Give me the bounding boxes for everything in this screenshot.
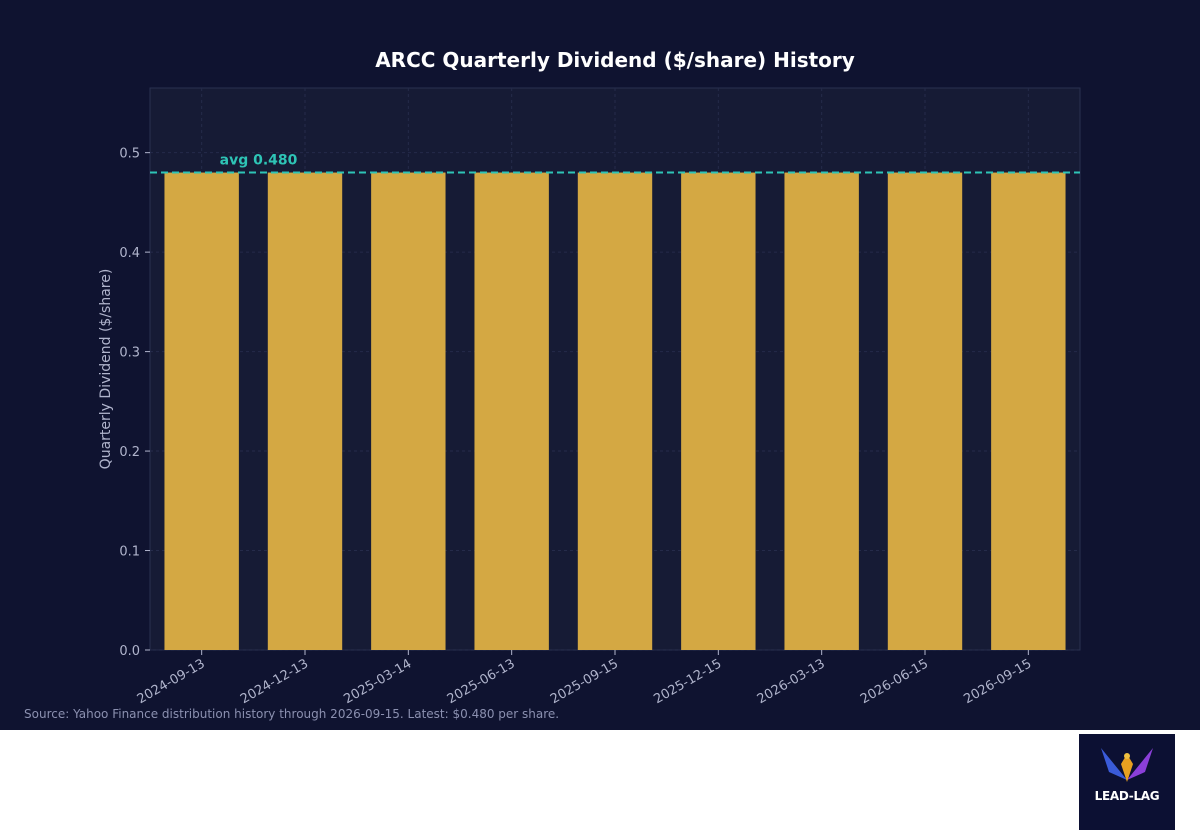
bar	[474, 172, 549, 650]
x-tick-label: 2025-06-13	[445, 656, 518, 707]
x-tick-label: 2026-03-13	[755, 656, 828, 707]
y-tick-label: 0.1	[119, 545, 140, 560]
chart-title: ARCC Quarterly Dividend ($/share) Histor…	[375, 48, 855, 72]
logo-text: LEAD-LAG	[1094, 789, 1160, 803]
x-tick-label: 2025-12-15	[651, 656, 724, 707]
x-tick-label: 2026-06-15	[858, 656, 931, 707]
bar	[164, 172, 239, 650]
x-tick-label: 2025-03-14	[341, 656, 414, 707]
bar	[784, 172, 859, 650]
bar	[887, 172, 963, 650]
phoenix-icon	[1101, 748, 1153, 782]
y-tick-label: 0.0	[119, 644, 140, 659]
lead-lag-logo: LEAD-LAG	[1079, 734, 1175, 830]
bar	[681, 172, 756, 650]
bar	[577, 172, 653, 650]
x-tick-label: 2025-09-15	[548, 656, 621, 707]
y-axis-label: Quarterly Dividend ($/share)	[98, 269, 114, 470]
bar	[371, 172, 446, 650]
x-tick-label: 2024-09-13	[135, 656, 208, 707]
x-tick-label: 2026-09-15	[961, 656, 1034, 707]
y-tick-label: 0.3	[119, 346, 140, 361]
y-tick-label: 0.2	[119, 445, 140, 460]
average-label: avg 0.480	[220, 153, 298, 169]
bar	[991, 172, 1066, 650]
x-tick-label: 2024-12-13	[238, 656, 311, 707]
y-tick-label: 0.4	[119, 246, 140, 261]
source-note: Source: Yahoo Finance distribution histo…	[24, 707, 560, 721]
chart-figure: ARCC Quarterly Dividend ($/share) Histor…	[0, 0, 1200, 730]
bar-chart: 0.0 0.1 0.2 0.3 0.4 0.5 avg 0.480 2024-09-13 202…	[98, 87, 1081, 707]
bar	[267, 172, 343, 650]
y-tick-label: 0.5	[119, 147, 140, 162]
